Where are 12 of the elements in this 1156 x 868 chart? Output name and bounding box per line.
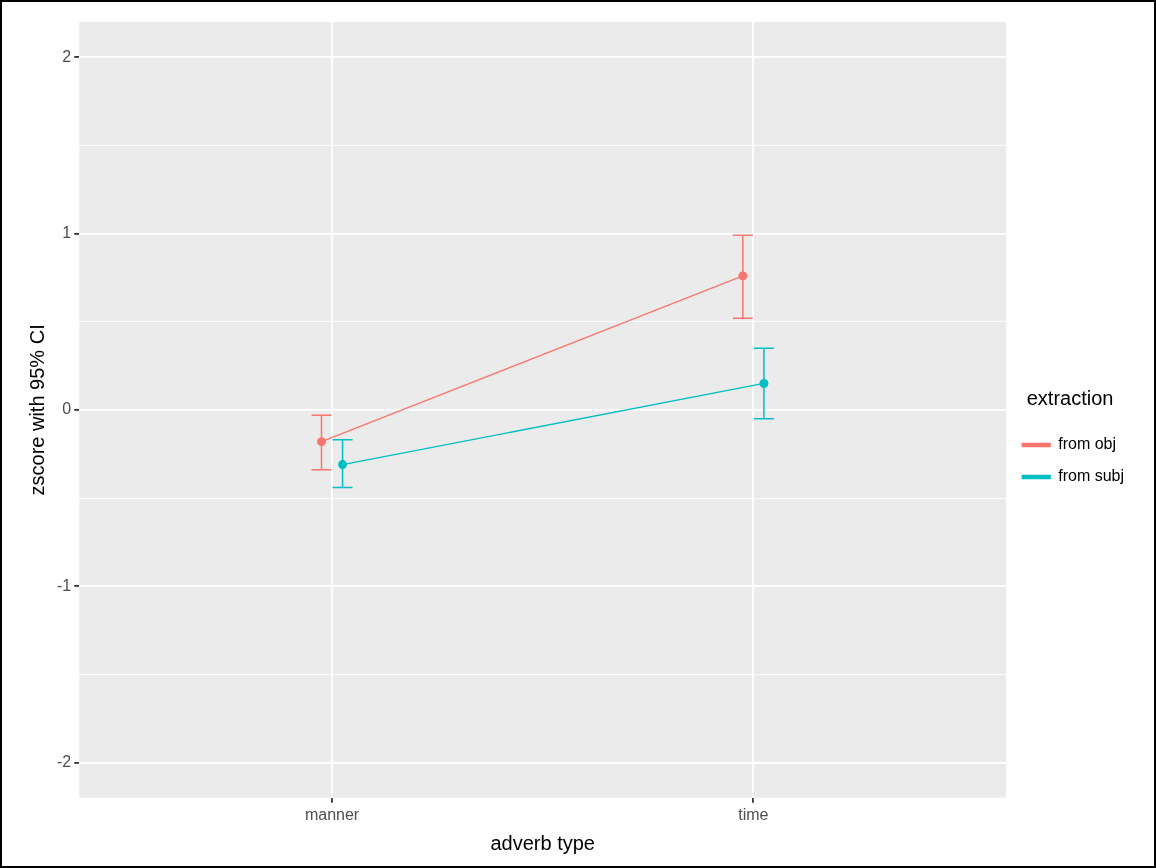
y-tick-label: 2 <box>62 47 72 65</box>
y-tick-label: 0 <box>62 400 72 418</box>
y-axis-title: zscore with 95% CI <box>25 324 48 496</box>
x-tick-label: time <box>738 805 769 823</box>
x-axis-title: adverb type <box>490 831 595 854</box>
y-tick-label: 1 <box>62 223 72 241</box>
y-tick-label: -2 <box>56 752 72 770</box>
y-tick-label: -1 <box>56 576 72 594</box>
x-tick-label: manner <box>304 805 360 823</box>
legend-title: extraction <box>1026 386 1114 409</box>
legend-label: from subj <box>1058 467 1124 485</box>
legend-label: from obj <box>1058 435 1116 453</box>
